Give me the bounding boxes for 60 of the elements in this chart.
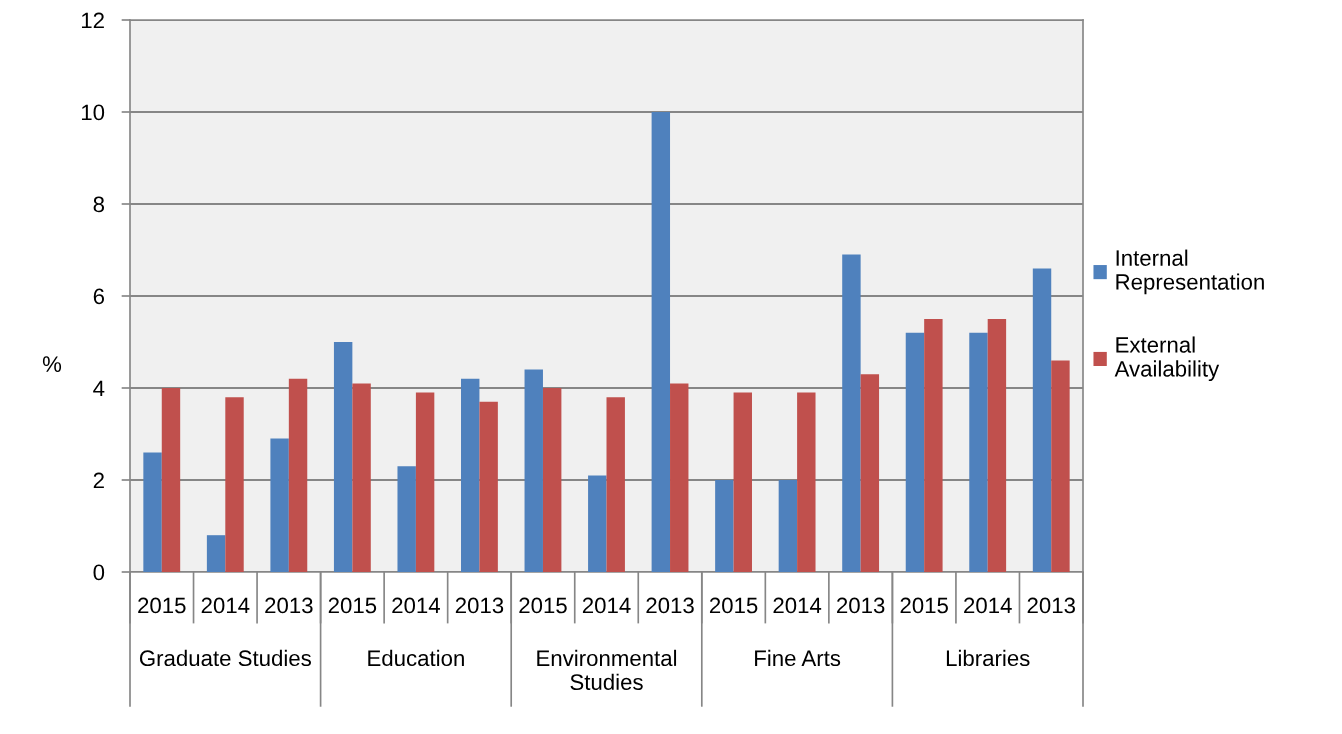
y-tick-label: 10 (81, 104, 105, 121)
x-tick-label: 2013 (837, 597, 885, 614)
bar (270, 438, 289, 572)
text: Graduate Studies (139, 649, 311, 667)
x-tick-label: 2015 (900, 597, 948, 614)
bar (715, 480, 734, 572)
bar (524, 369, 543, 572)
bar (860, 374, 880, 572)
bar (415, 392, 435, 572)
bar (987, 319, 1007, 572)
bar (479, 401, 498, 572)
bar (206, 535, 226, 572)
bar (670, 383, 689, 572)
x-tick-label: 2015 (519, 597, 567, 614)
bar (161, 388, 181, 572)
bar (651, 112, 671, 572)
bar (143, 452, 162, 572)
bar (924, 319, 943, 572)
text: Education (368, 649, 464, 667)
bar (905, 332, 925, 572)
x-tick-label: 2015 (328, 597, 377, 614)
x-tick-label: 2013 (265, 597, 313, 614)
legend-label: Internal Representation (1116, 249, 1264, 295)
legend-label: External Availability (1114, 336, 1220, 382)
x-tick-label: 2015 (709, 597, 758, 614)
bar (461, 378, 480, 572)
text: Libraries (946, 649, 1030, 667)
bar (606, 397, 625, 572)
x-tick-label: 2013 (1027, 597, 1075, 614)
y-tick-label: 0 (93, 564, 105, 581)
text: Fine Arts (755, 649, 841, 667)
bar (397, 466, 416, 572)
bar (733, 392, 752, 572)
bar (542, 388, 562, 572)
bar (333, 342, 353, 572)
y-tick-label: 2 (93, 472, 104, 489)
x-tick-label: 2013 (646, 597, 694, 614)
text: Environmental Studies (537, 649, 677, 691)
bar (352, 383, 371, 572)
bar (225, 397, 244, 572)
x-tick-label: 2014 (201, 597, 250, 614)
x-tick-label: 2014 (582, 597, 631, 614)
bar (288, 378, 308, 572)
x-tick-label: 2013 (455, 597, 504, 614)
bar (588, 475, 607, 572)
y-tick-label: 8 (93, 196, 105, 213)
y-tick-label: 12 (81, 12, 104, 29)
x-tick-label: 2014 (392, 597, 440, 614)
bar (797, 392, 816, 572)
bar (969, 332, 988, 572)
bar (778, 480, 798, 572)
bar (842, 254, 861, 572)
bar (1032, 268, 1052, 572)
x-tick-label: 2014 (964, 597, 1012, 614)
y-axis-title: % (42, 356, 62, 372)
y-tick-label: 6 (93, 288, 105, 305)
x-tick-label: 2015 (138, 597, 186, 614)
bar (1051, 360, 1070, 572)
y-tick-label: 4 (93, 380, 105, 397)
x-tick-label: 2014 (773, 597, 822, 614)
